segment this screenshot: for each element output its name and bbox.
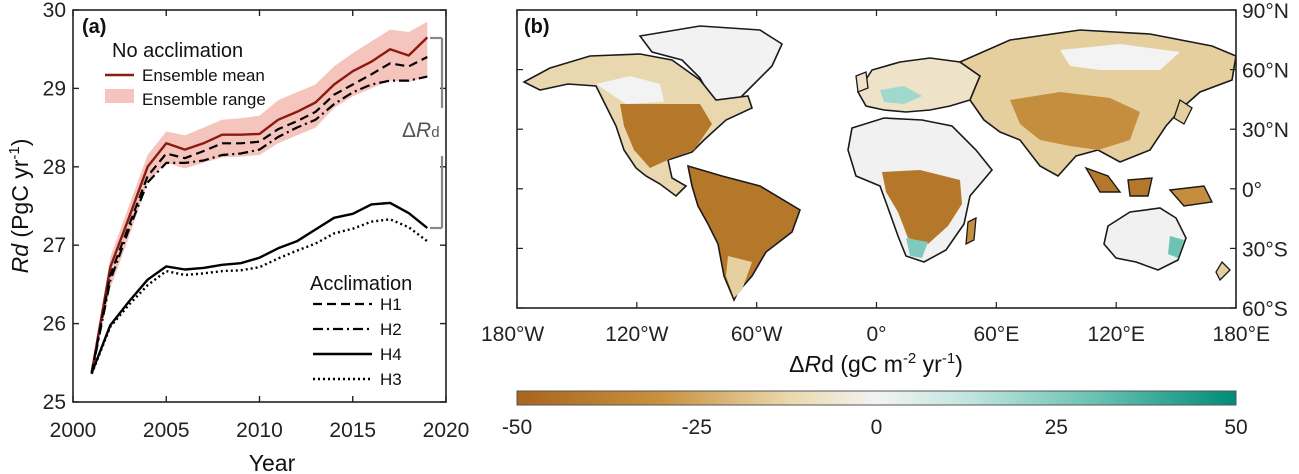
x-tick-label: 2015 bbox=[329, 419, 376, 442]
ensemble-range-band bbox=[91, 21, 428, 375]
land-africa-tropics bbox=[882, 170, 962, 244]
x-axis-label-a: Year bbox=[249, 450, 296, 474]
x-tick-label: 2010 bbox=[236, 419, 283, 442]
land-australia bbox=[1103, 207, 1187, 271]
land-asia-core bbox=[1010, 92, 1140, 150]
latitude-tick-label: 60°S bbox=[1242, 298, 1288, 321]
series-lines-layer bbox=[90, 36, 429, 375]
colorbar-tick-label: -25 bbox=[682, 416, 712, 439]
map-land-layer bbox=[522, 25, 1236, 302]
land-new-guinea bbox=[1168, 185, 1214, 207]
map-panel-b: 180°W 120°W 60°W 0° 60°E 120°E 180°E 90°N 60°N 3… bbox=[481, 0, 1289, 439]
longitude-tick-label: 180°W bbox=[481, 323, 544, 346]
y-tick-label: 28 bbox=[43, 156, 66, 179]
land-borneo bbox=[1127, 177, 1153, 197]
land-sumatra bbox=[1084, 166, 1122, 193]
x-axis-ticks: 2000 2005 2010 2015 2020 bbox=[50, 10, 470, 442]
latitude-tick-label: 30°N bbox=[1242, 119, 1289, 142]
colorbar-tick-label: 50 bbox=[1224, 416, 1247, 439]
y-axis-label-a: Rd (PgC yr-1) bbox=[6, 139, 33, 274]
latitude-tick-label: 90°N bbox=[1242, 0, 1289, 23]
y-tick-label: 27 bbox=[43, 234, 66, 257]
legend-label-h1: H1 bbox=[380, 295, 402, 314]
x-axis-label-b: ΔRd (gC m-2 yr-1) bbox=[789, 350, 963, 377]
series-line-h2 bbox=[90, 75, 428, 375]
colorbar: -50 -25 0 25 50 bbox=[502, 390, 1248, 439]
land-new-zealand bbox=[1215, 260, 1231, 282]
series-line-ensemble-mean bbox=[90, 36, 429, 373]
y-axis-ticks: 25 26 27 28 29 30 bbox=[43, 0, 446, 414]
longitude-tick-label: 60°W bbox=[731, 323, 783, 346]
panel-label-b: (b) bbox=[524, 16, 550, 38]
line-chart-panel-a: 2000 2005 2010 2015 2020 25 26 27 28 29 30 (a) No… bbox=[6, 0, 469, 474]
legend-title-acclimation: Acclimation bbox=[310, 273, 412, 295]
series-line-h3 bbox=[90, 218, 429, 375]
legend-no-acclimation: No acclimation Ensemble mean Ensemble ra… bbox=[105, 40, 266, 109]
latitude-tick-label: 30°S bbox=[1242, 238, 1288, 261]
legend-label-h4: H4 bbox=[380, 345, 402, 364]
series-line-h4 bbox=[90, 201, 429, 374]
legend-title-no-acclimation: No acclimation bbox=[112, 40, 243, 62]
latitude-ticks: 90°N 60°N 30°N 0° 30°S 60°S bbox=[517, 0, 1289, 321]
land-europe-positive bbox=[880, 86, 922, 104]
longitude-tick-label: 60°E bbox=[973, 323, 1019, 346]
y-tick-label: 26 bbox=[43, 313, 66, 336]
legend-label-h2: H2 bbox=[380, 320, 402, 339]
land-siberia-neutral bbox=[1060, 44, 1180, 70]
land-canada-neutral bbox=[596, 76, 664, 104]
land-south-africa-positive bbox=[906, 238, 928, 258]
colorbar-tick-label: 25 bbox=[1045, 416, 1068, 439]
longitude-ticks: 180°W 120°W 60°W 0° 60°E 120°E 180°E bbox=[481, 10, 1270, 346]
colorbar-ticks: -50 -25 0 25 50 bbox=[502, 416, 1248, 439]
legend-acclimation: Acclimation H1 H2 H4 H3 bbox=[310, 273, 412, 389]
land-north-america-core bbox=[620, 104, 712, 168]
land-patagonia bbox=[726, 256, 752, 298]
legend-swatch-ensemble-range bbox=[105, 89, 134, 103]
y-tick-label: 29 bbox=[43, 77, 66, 100]
land-australia-east-positive bbox=[1168, 236, 1184, 258]
longitude-tick-label: 120°E bbox=[1087, 323, 1144, 346]
panel-label-a: (a) bbox=[82, 16, 106, 38]
x-tick-label: 2000 bbox=[50, 419, 97, 442]
delta-rd-bracket: ΔRd bbox=[402, 36, 444, 230]
delta-rd-label: ΔRd bbox=[402, 119, 440, 142]
latitude-tick-label: 0° bbox=[1242, 179, 1262, 202]
colorbar-tick-label: -50 bbox=[502, 416, 532, 439]
x-tick-label: 2005 bbox=[143, 419, 190, 442]
legend-label-h3: H3 bbox=[380, 370, 402, 389]
colorbar-tick-label: 0 bbox=[871, 416, 883, 439]
legend-label-ensemble-range: Ensemble range bbox=[142, 90, 266, 109]
x-tick-label: 2020 bbox=[423, 419, 470, 442]
legend-label-ensemble-mean: Ensemble mean bbox=[142, 66, 265, 85]
ensemble-range-layer bbox=[91, 21, 428, 375]
colorbar-gradient bbox=[516, 390, 1237, 406]
land-japan bbox=[1173, 98, 1193, 125]
land-madagascar bbox=[965, 216, 977, 246]
longitude-tick-label: 0° bbox=[866, 323, 886, 346]
latitude-tick-label: 60°N bbox=[1242, 60, 1289, 83]
land-uk bbox=[855, 71, 869, 93]
longitude-tick-label: 180°E bbox=[1213, 323, 1270, 346]
y-tick-label: 25 bbox=[43, 391, 66, 414]
longitude-tick-label: 120°W bbox=[605, 323, 668, 346]
series-line-h1 bbox=[90, 56, 428, 374]
y-tick-label: 30 bbox=[43, 0, 66, 22]
